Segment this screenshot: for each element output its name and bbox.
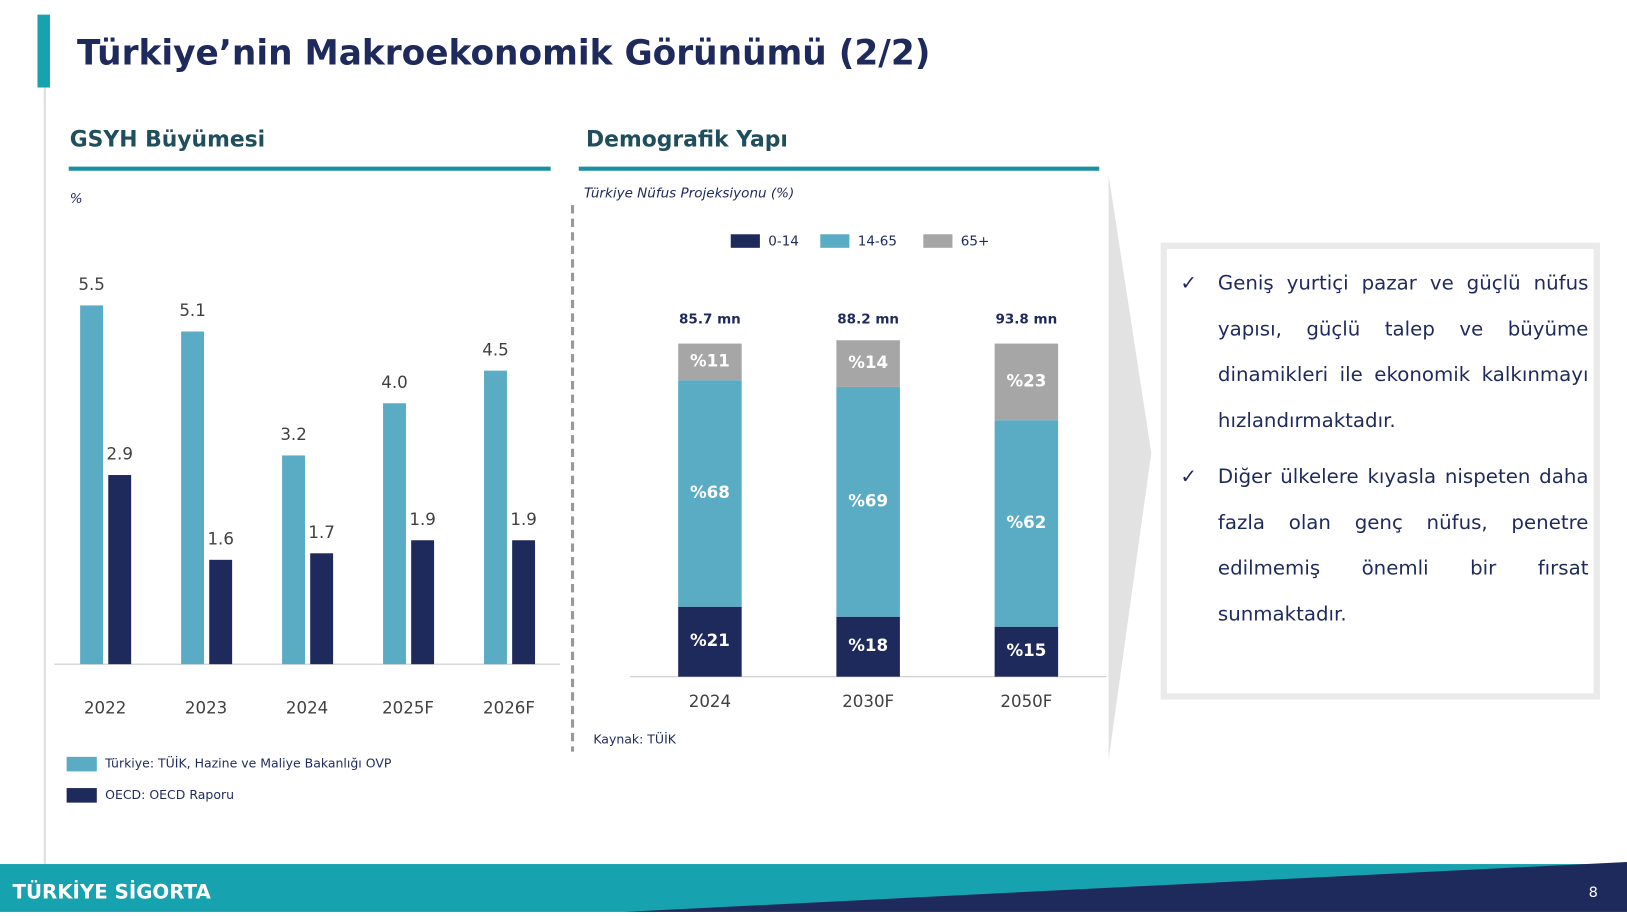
x-tick-label: 2050F [1000,692,1052,711]
text-box [1160,242,1600,700]
value-label: 1.7 [308,523,334,542]
value-label: %14 [848,353,888,372]
value-label: 4.0 [381,373,407,392]
section-title: GSYH Büyümesi [70,128,265,153]
bar-segment [836,340,900,387]
bar [181,331,205,665]
legend-swatch [730,234,760,248]
value-label: %69 [848,491,888,510]
bar [484,370,507,665]
bullet: ✓ Diğer ülkelere kıyasla nispeten daha fa… [1180,465,1589,626]
bar [80,305,104,665]
bar [411,540,435,665]
bar [310,553,334,665]
value-label: %15 [1006,641,1046,660]
brand: TÜRKİYE SİGORTA [12,880,211,904]
value-label: %11 [690,351,730,370]
bar-segment [836,616,900,677]
value-label: %18 [848,636,888,655]
legend-label: 0-14 [768,234,799,250]
x-tick-label: 2024 [689,692,731,711]
legend-label: 14-65 [858,234,897,250]
legend-label: Türkiye: TÜİK, Hazine ve Maliye Bakanlığ… [104,755,392,771]
value-label: %21 [690,631,730,650]
bullet-text: Geniş yurtiçi pazar ve güçlü nüfus yapıs… [1217,271,1589,433]
bullet: ✓ Geniş yurtiçi pazar ve güçlü nüfus yapı… [1180,271,1589,433]
x-tick-label: 2023 [185,698,227,717]
bar-segment [994,420,1059,627]
bullet-text: Diğer ülkelere kıyasla nispeten daha faz… [1217,465,1589,626]
value-label: 1.6 [207,530,233,549]
bar-segment [678,380,742,607]
value-label: 1.9 [409,510,435,529]
bar-segment [994,343,1059,421]
total-label: 88.2 mn [837,312,899,328]
legend-swatch [66,756,97,772]
title-accent [37,14,50,88]
bar-segment [678,343,742,381]
source: Kaynak: TÜİK [593,731,676,747]
legend-swatch [66,788,97,803]
legend-label: 65+ [961,234,990,250]
bar [282,455,305,665]
page-number: 8 [1589,884,1598,901]
legend-swatch [820,234,850,248]
bullets: ✓ Geniş yurtiçi pazar ve güçlü nüfus yapı… [1168,260,1589,637]
value-label: 3.2 [280,425,306,444]
y-label: % [70,191,83,207]
bar [383,403,406,665]
x-tick-label: 2022 [84,698,126,717]
x-tick-label: 2030F [842,692,894,711]
value-label: %62 [1006,513,1046,532]
bullet-list: ✓ Geniş yurtiçi pazar ve güçlü nüfus yapı… [1168,260,1589,637]
bar [209,559,233,665]
legend-label: OECD: OECD Raporu [105,787,234,802]
total-label: 93.8 mn [995,312,1057,328]
x-tick-label: 2024 [286,698,328,717]
x-tick-label: 2025F [382,698,434,717]
x-tick-label: 2026F [483,698,535,717]
bar-segment [836,386,900,617]
value-label: 4.5 [482,340,508,359]
bar-segment [994,626,1059,677]
value-label: 5.5 [78,275,104,294]
total-label: 85.7 mn [679,312,741,328]
footer-band-dark [624,861,1627,912]
value-label: 2.9 [106,445,132,464]
arrow [1108,174,1152,760]
section-title: Demografik Yapı [586,128,788,153]
value-label: 1.9 [510,510,536,529]
value-label: 5.1 [179,301,205,320]
legend-swatch [923,234,953,248]
value-label: %68 [690,483,730,502]
bar-segment [678,606,742,677]
chart-subtitle: Türkiye Nüfus Projeksiyonu (%) [584,186,794,202]
bar [512,540,536,665]
value-label: %23 [1006,371,1046,390]
slide-title: Türkiye’nin Makroekonomik Görünümü (2/2) [77,34,930,74]
bar [108,475,132,665]
